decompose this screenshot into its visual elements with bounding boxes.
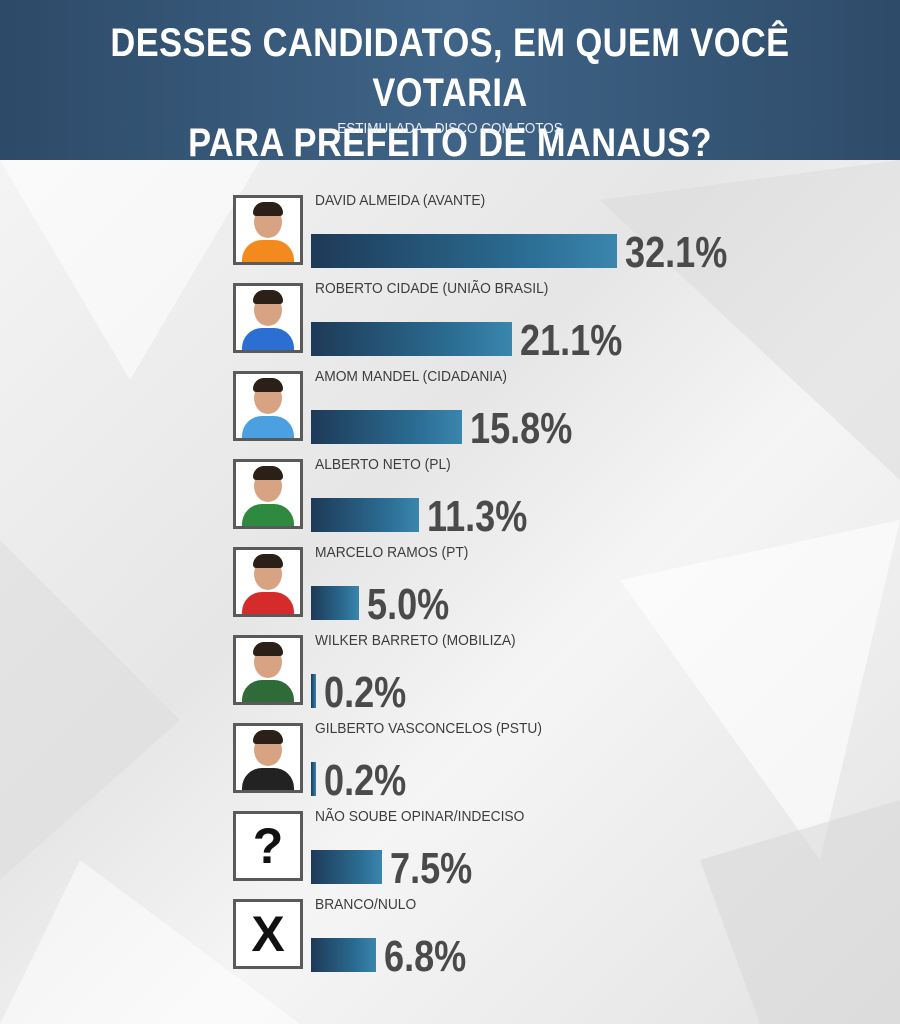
photo-icon (233, 547, 303, 617)
data-label: 5.0% (366, 580, 449, 629)
bar (311, 410, 462, 444)
bar (311, 674, 316, 708)
category-label: DAVID ALMEIDA (AVANTE) (315, 192, 486, 209)
icon-glyph: ? (252, 818, 284, 874)
bar (311, 762, 316, 796)
chart-title-line1: DESSES CANDIDATOS, EM QUEM VOCÊ VOTARIA (110, 21, 790, 115)
photo-shirt (242, 768, 294, 790)
icon-glyph: X (251, 906, 285, 962)
chart-title-line2: PARA PREFEITO DE MANAUS? (188, 121, 712, 165)
category-label: AMOM MANDEL (CIDADANIA) (315, 368, 507, 385)
photo-icon (233, 371, 303, 441)
photo-icon (233, 283, 303, 353)
photo-shirt (242, 240, 294, 262)
bar (311, 586, 359, 620)
category-label: GILBERTO VASCONCELOS (PSTU) (315, 720, 542, 737)
bar (311, 938, 376, 972)
data-label: 0.2% (324, 668, 407, 717)
chart-title: DESSES CANDIDATOS, EM QUEM VOCÊ VOTARIA … (63, 18, 837, 168)
photo-hair (253, 730, 283, 744)
photo-icon (233, 723, 303, 793)
photo-shirt (242, 592, 294, 614)
background-pattern (0, 160, 900, 1024)
data-label: 11.3% (426, 492, 528, 541)
category-label: NÃO SOUBE OPINAR/INDECISO (315, 808, 525, 825)
category-label: MARCELO RAMOS (PT) (315, 544, 469, 561)
photo-icon (233, 195, 303, 265)
category-label: ROBERTO CIDADE (UNIÃO BRASIL) (315, 280, 549, 297)
data-label: 15.8% (469, 404, 572, 453)
category-label: BRANCO/NULO (315, 896, 417, 913)
question-mark-icon: ? (233, 811, 303, 881)
photo-shirt (242, 504, 294, 526)
bar (311, 850, 383, 884)
photo-hair (253, 290, 283, 304)
photo-hair (253, 554, 283, 568)
photo-shirt (242, 680, 294, 702)
bar (311, 498, 419, 532)
bar-chart: DAVID ALMEIDA (AVANTE) 32.1% ROBERTO CIDAD… (0, 160, 900, 1024)
data-label: 0.2% (324, 756, 407, 805)
category-label: ALBERTO NETO (PL) (315, 456, 451, 473)
photo-icon (233, 459, 303, 529)
data-label: 32.1% (625, 228, 728, 277)
x-mark-icon: X (233, 899, 303, 969)
data-label: 7.5% (390, 844, 473, 893)
bar (311, 234, 617, 268)
photo-hair (253, 202, 283, 216)
data-label: 21.1% (520, 316, 623, 365)
chart-header: DESSES CANDIDATOS, EM QUEM VOCÊ VOTARIA … (0, 0, 900, 165)
photo-icon (233, 635, 303, 705)
photo-hair (253, 642, 283, 656)
chart-subtitle: ESTIMULADA - DISCO COM FOTOS (337, 120, 563, 137)
photo-shirt (242, 416, 294, 438)
photo-hair (253, 378, 283, 392)
category-label: WILKER BARRETO (MOBILIZA) (315, 632, 516, 649)
data-label: 6.8% (383, 932, 467, 981)
photo-shirt (242, 328, 294, 350)
bar (311, 322, 513, 356)
photo-hair (253, 466, 283, 480)
